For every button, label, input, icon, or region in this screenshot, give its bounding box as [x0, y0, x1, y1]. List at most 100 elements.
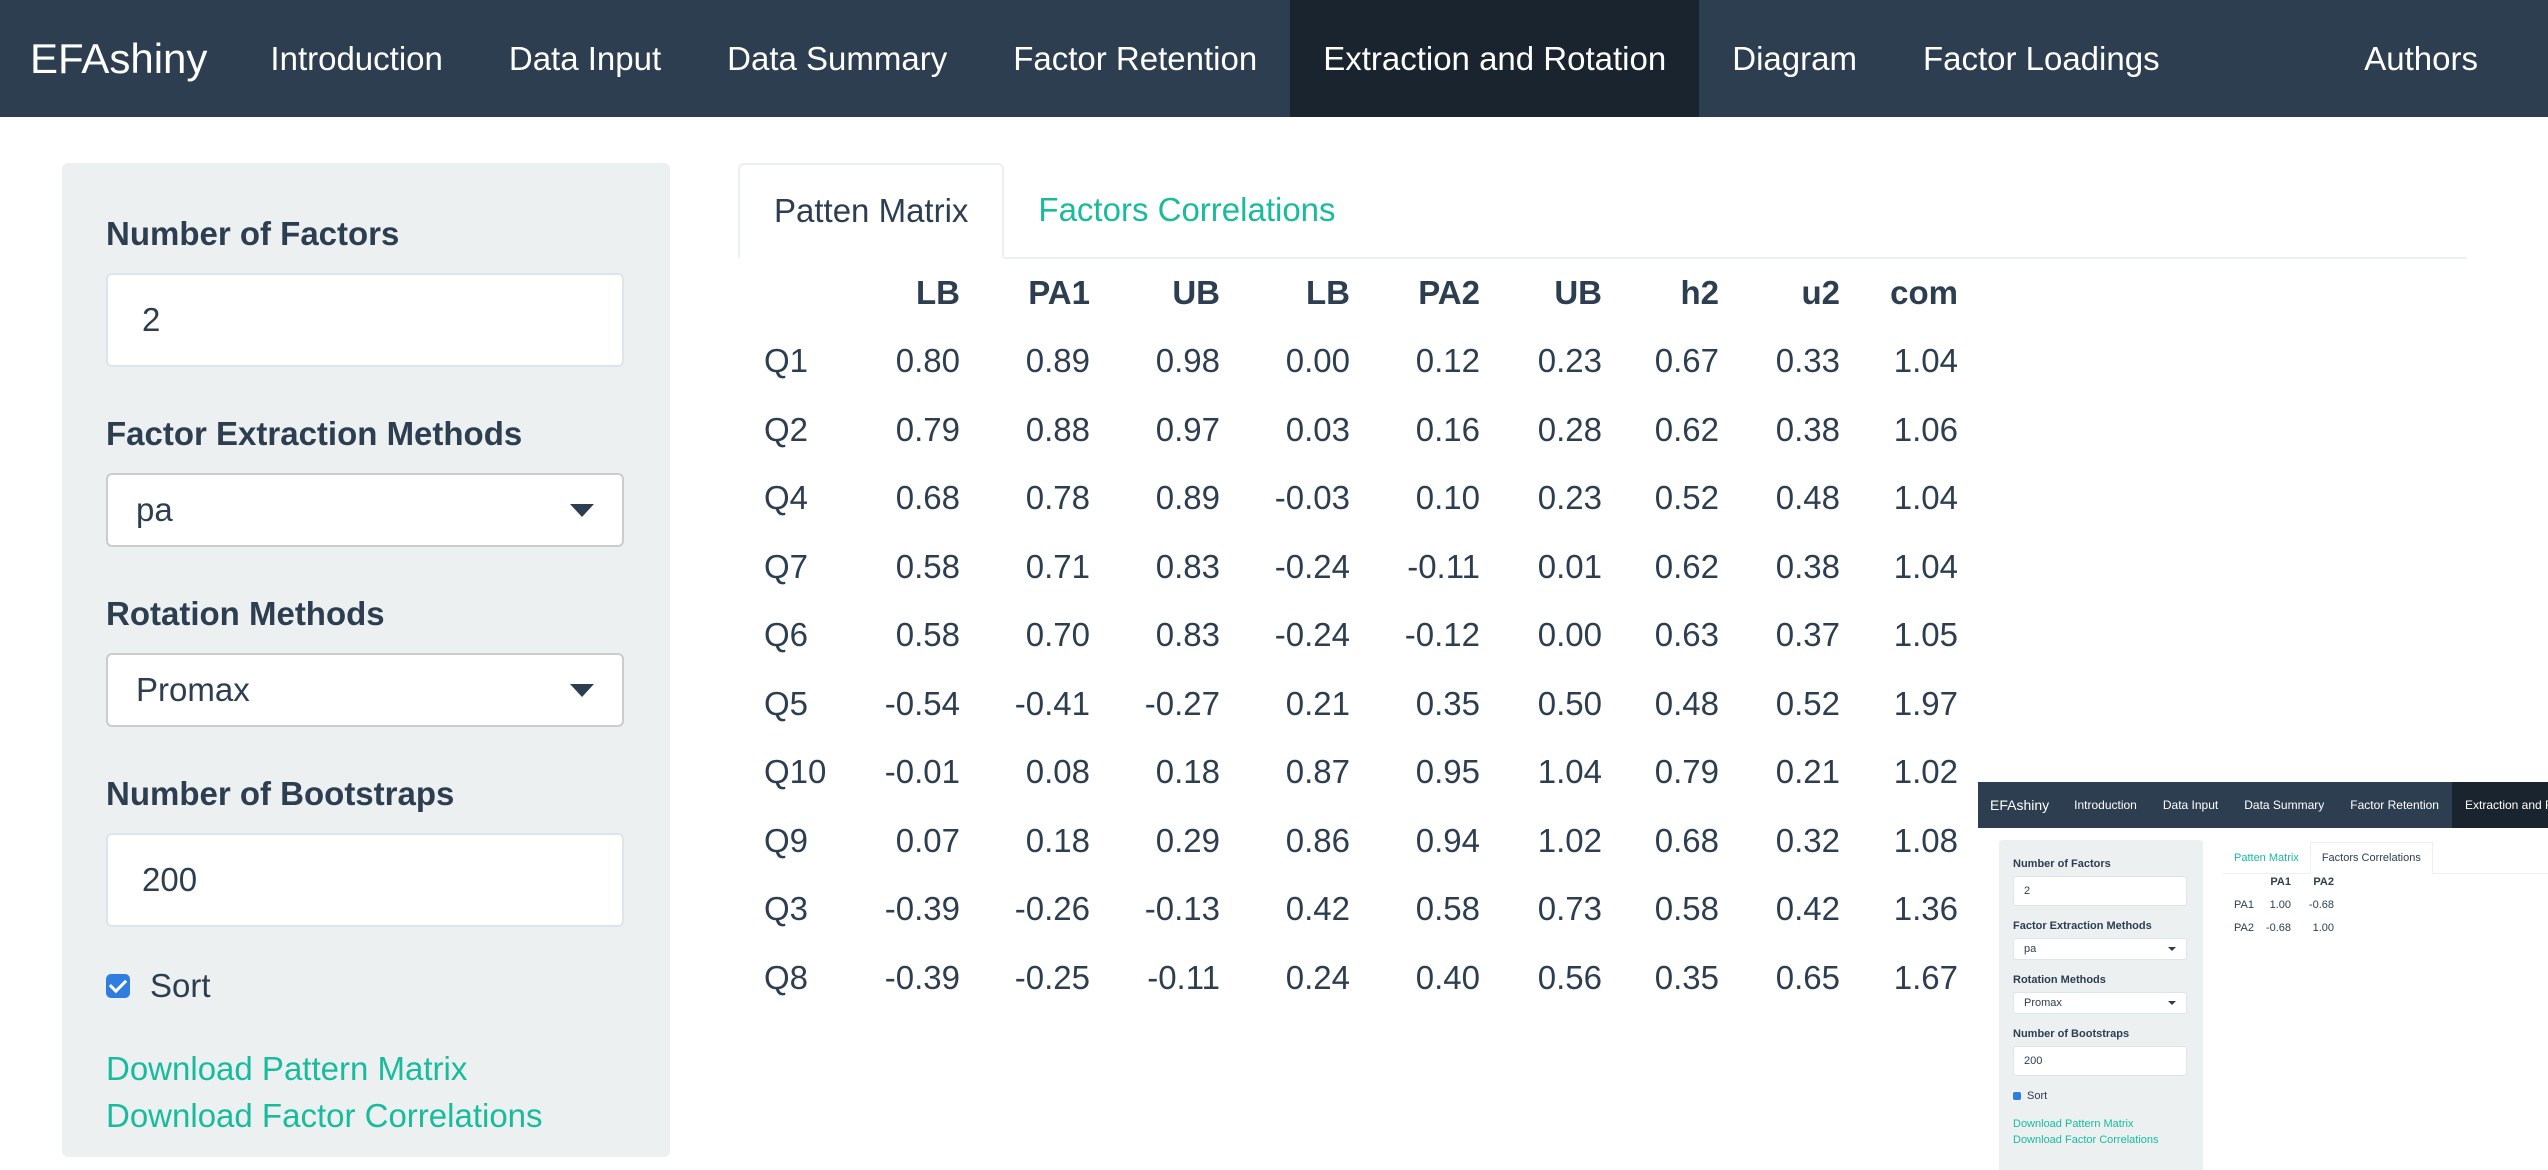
caret [570, 503, 594, 517]
table-cell: 0.48 [1654, 684, 1719, 722]
field-label: Factor Extraction Methods [106, 415, 523, 452]
table-cell: 0.83 [1155, 547, 1220, 585]
table-cell: 1.04 [1537, 753, 1602, 790]
row-label: Q3 [764, 890, 809, 927]
column-header: LB [1306, 274, 1350, 311]
inset-field-label: Number of Factors [2013, 858, 2111, 870]
nav-item[interactable]: Authors [2364, 39, 2478, 77]
table-cell: 0.89 [1025, 342, 1090, 379]
inset-nav-item: Data Summary [2244, 798, 2325, 812]
inset-cell: -0.68 [2308, 899, 2334, 911]
nav-item[interactable]: Data Input [508, 39, 662, 77]
inset-input-value: 200 [2024, 1055, 2043, 1067]
table-cell: 1.04 [1893, 342, 1958, 379]
inset-link: Download Pattern Matrix [2013, 1118, 2134, 1130]
table-cell: 1.04 [1893, 479, 1958, 516]
table-cell: 0.35 [1415, 684, 1480, 722]
table-cell: -0.25 [1014, 958, 1090, 996]
inset-input-value: pa [2024, 943, 2037, 955]
table-cell: 0.18 [1025, 821, 1090, 859]
inset-field-label: Factor Extraction Methods [2013, 920, 2152, 932]
table-cell: 1.08 [1893, 821, 1958, 859]
tab[interactable]: Patten Matrix [738, 163, 1005, 259]
inset-cell: 1.00 [2312, 922, 2334, 934]
table-cell: 0.12 [1415, 342, 1480, 379]
table-cell: 0.07 [895, 821, 960, 859]
number-input[interactable]: 200 [106, 833, 624, 927]
table-cell: 0.70 [1025, 616, 1090, 653]
nav-item[interactable]: Data Summary [727, 39, 948, 77]
table-cell: 0.87 [1285, 753, 1350, 790]
inset-caret [2168, 1001, 2176, 1005]
inset-input-value: Promax [2024, 997, 2062, 1009]
inset-tab: Factors Correlations [2309, 842, 2433, 874]
inset-nav-items: Introduction Data Input Data Summary Factor… [2061, 782, 2548, 828]
nav-item[interactable]: Introduction [270, 39, 443, 77]
column-header: LB [916, 274, 960, 311]
inset-nav-item: Extraction and Rotation [2451, 782, 2548, 828]
table-cell: 0.48 [1775, 479, 1840, 516]
download-link[interactable]: Download Factor Correlations [106, 1097, 543, 1134]
table-cell: 0.18 [1155, 753, 1220, 790]
row-label: Q9 [764, 821, 809, 859]
inset-row-label: PA1 [2234, 899, 2254, 911]
table-cell: 0.62 [1654, 547, 1719, 585]
inset-nav-item: Factor Retention [2350, 798, 2439, 812]
nav-item[interactable]: Diagram [1732, 39, 1857, 77]
table-cell: -0.11 [1407, 547, 1480, 585]
table-cell: 0.50 [1537, 684, 1602, 722]
table-cell: 0.42 [1285, 890, 1350, 927]
select[interactable]: pa [106, 473, 624, 547]
table-cell: 0.33 [1775, 342, 1840, 379]
table-cell: 0.56 [1537, 958, 1602, 996]
nav-item[interactable]: Factor Retention [1013, 39, 1258, 77]
column-header: PA1 [1028, 274, 1090, 311]
table-cell: 0.00 [1285, 342, 1350, 379]
inset-nav-item: Data Input [2162, 798, 2219, 812]
select[interactable]: Promax [106, 653, 624, 727]
inset-input: 200 [2013, 1046, 2187, 1076]
table-cell: 0.89 [1155, 479, 1220, 516]
row-label: Q6 [764, 616, 809, 653]
column-header: u2 [1801, 274, 1840, 311]
column-header: PA2 [1418, 274, 1480, 311]
inset-input: Promax [2013, 992, 2187, 1014]
table-cell: 1.04 [1893, 547, 1958, 585]
row-label: Q1 [764, 342, 809, 379]
table-cell: -0.13 [1144, 890, 1220, 927]
inset-sort: Sort [2013, 1090, 2189, 1102]
select-value: pa [136, 491, 173, 528]
tab[interactable]: Factors Correlations [1038, 191, 1336, 228]
checkbox-label: Sort [150, 967, 211, 1004]
table-cell: 0.79 [895, 410, 960, 448]
navbar: EFAshiny Introduction Data Input Data Summ… [0, 0, 2548, 117]
row-label: Q10 [764, 753, 827, 790]
column-header: h2 [1680, 274, 1719, 311]
inset-sort-label: Sort [2027, 1090, 2048, 1102]
table-cell: -0.39 [884, 890, 960, 927]
checkbox[interactable] [106, 974, 130, 998]
table-cell: 1.02 [1537, 821, 1602, 859]
table-cell: 0.16 [1415, 410, 1480, 448]
nav-item[interactable]: Extraction and Rotation [1290, 0, 1700, 117]
table-cell: 0.67 [1654, 342, 1719, 379]
table-cell: -0.12 [1404, 616, 1480, 653]
inset-sidebar: Number of Factors 2 Factor Extraction Meth… [1999, 840, 2203, 1170]
tabs: Patten Matrix Factors Correlations [738, 163, 2467, 259]
inset-tabs: Patten Matrix Factors Correlations [2223, 842, 2548, 874]
table-cell: 0.58 [895, 547, 960, 585]
inset-checkbox [2013, 1092, 2021, 1100]
table-cell: -0.24 [1274, 616, 1350, 653]
table-cell: -0.01 [884, 753, 960, 790]
table-cell: 0.95 [1415, 753, 1480, 790]
download-link[interactable]: Download Pattern Matrix [106, 1050, 468, 1087]
table-cell: 0.65 [1775, 958, 1840, 996]
table-cell: 0.24 [1285, 958, 1350, 996]
number-input[interactable]: 2 [106, 273, 624, 367]
inset-column-header: PA1 [2270, 876, 2291, 888]
brand[interactable]: EFAshiny [30, 34, 208, 82]
inset-input-value: 2 [2024, 885, 2031, 897]
table-cell: 0.86 [1285, 821, 1350, 859]
nav-item[interactable]: Factor Loadings [1922, 39, 2160, 77]
